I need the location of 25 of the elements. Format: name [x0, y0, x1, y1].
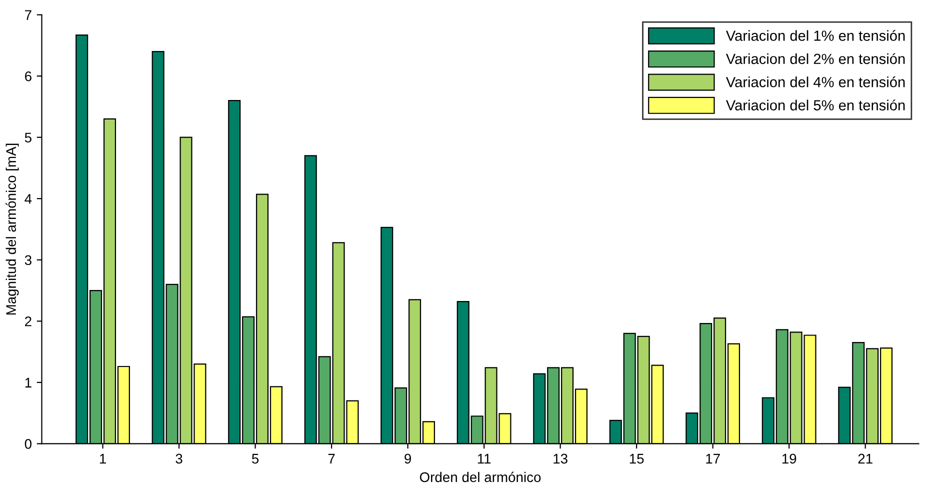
x-tick-label: 15: [630, 454, 644, 464]
legend-label: Variacion del 5% en tensión: [726, 100, 905, 110]
y-tick-label: 7: [25, 10, 32, 20]
y-tick-label: 0: [24, 439, 32, 449]
x-tick-label: 7: [328, 454, 335, 464]
y-tick-label: 5: [24, 132, 32, 143]
y-tick-label: 1: [25, 378, 32, 388]
x-tick-label: 1: [100, 454, 106, 464]
x-tick-label: 21: [858, 454, 872, 464]
y-tick-label: 2: [25, 316, 32, 326]
y-axis-title: Magnitud del armónico [mA]: [6, 144, 19, 315]
y-tick-label: 3: [24, 255, 32, 266]
legend-label: Variacion del 2% en tensión: [726, 53, 905, 64]
y-tick-label: 4: [24, 194, 32, 204]
legend-label: Variacion del 1% en tensión: [726, 30, 905, 41]
x-axis-title: Orden del armónico: [420, 472, 541, 482]
x-tick-label: 19: [782, 454, 796, 464]
x-tick-label: 13: [554, 454, 568, 464]
y-tick-label: 6: [25, 71, 32, 82]
x-tick-label: 3: [176, 454, 182, 464]
x-tick-label: 11: [478, 454, 491, 464]
x-tick-label: 5: [252, 454, 259, 464]
legend-label: Variacion del 4% en tensión: [726, 76, 905, 88]
x-tick-label: 17: [706, 454, 720, 464]
x-tick-label: 9: [404, 454, 411, 464]
